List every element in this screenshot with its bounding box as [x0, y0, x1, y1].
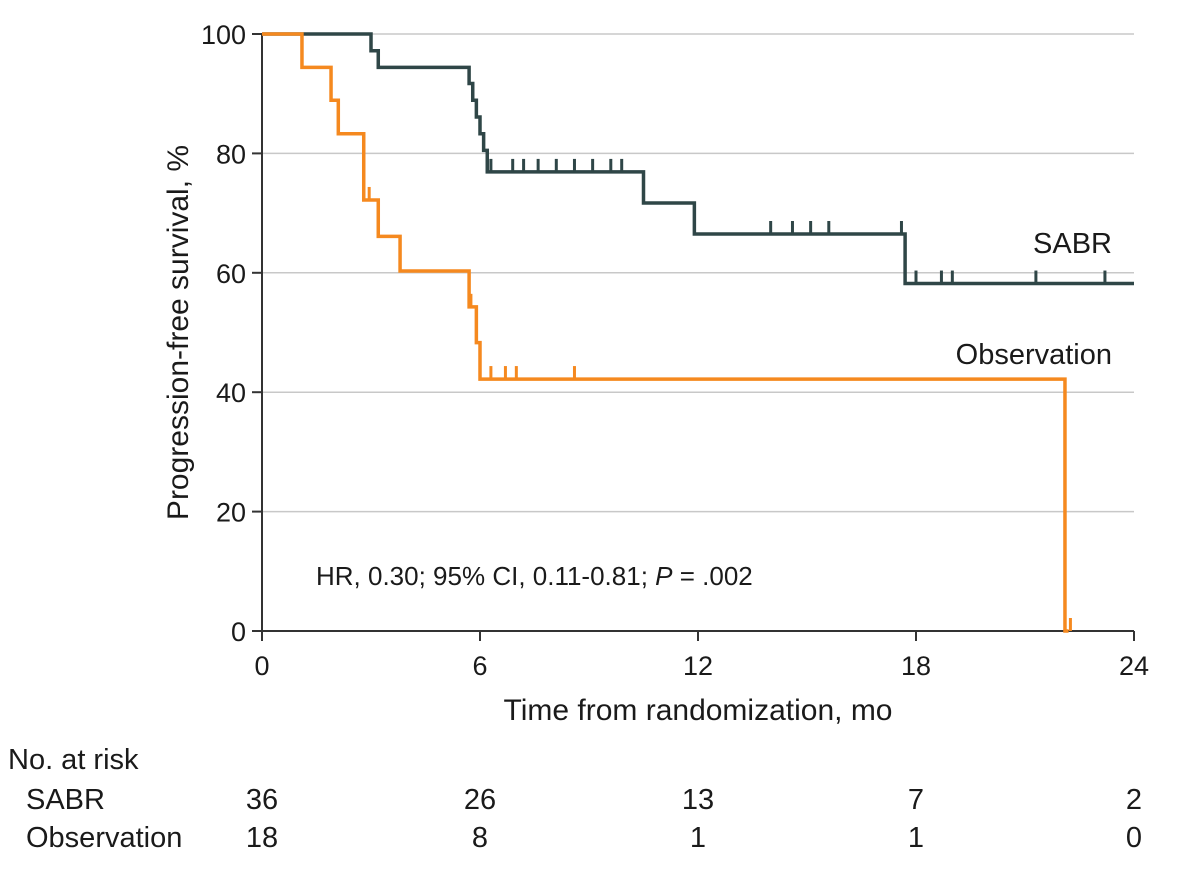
annotation-prefix: HR, 0.30; 95% CI, 0.11-0.81; [316, 561, 655, 591]
survival-curves [262, 32, 1134, 633]
x-tick-labels: 0 6 12 18 24 [254, 631, 1149, 681]
number-at-risk-table: No. at risk SABR Observation 36 26 13 7 2 18 8… [8, 744, 1142, 854]
sabr-series-label: SABR [1033, 228, 1112, 260]
risk-value-sabr-12: 13 [682, 784, 714, 816]
risk-value-sabr-6: 26 [464, 784, 496, 816]
x-tick-label-12: 12 [683, 651, 713, 681]
risk-value-observation-24: 0 [1126, 822, 1142, 854]
annotation-suffix: = .002 [673, 561, 753, 591]
x-tick-label-0: 0 [254, 651, 269, 681]
axes [261, 34, 1134, 632]
sabr-curve [262, 32, 1134, 286]
y-tick-label-60: 60 [216, 259, 246, 289]
y-tick-labels: 0 20 40 60 80 100 [201, 20, 262, 647]
risk-value-sabr-24: 2 [1126, 784, 1142, 816]
risk-row-label-observation: Observation [26, 822, 182, 854]
gridlines [262, 33, 1134, 513]
annotation-p-symbol: P [655, 561, 673, 591]
risk-value-observation-0: 18 [246, 822, 278, 854]
hazard-ratio-annotation: HR, 0.30; 95% CI, 0.11-0.81; P = .002 [316, 561, 753, 591]
risk-value-observation-12: 1 [690, 822, 706, 854]
risk-value-observation-18: 1 [908, 822, 924, 854]
x-axis-label: Time from randomization, mo [503, 694, 892, 727]
observation-series-label: Observation [956, 339, 1112, 371]
risk-value-sabr-18: 7 [908, 784, 924, 816]
y-tick-label-40: 40 [216, 378, 246, 408]
y-tick-label-80: 80 [216, 139, 246, 169]
y-tick-label-100: 100 [201, 20, 246, 50]
observation-curve [262, 32, 1069, 633]
x-tick-label-6: 6 [472, 651, 487, 681]
risk-value-sabr-0: 36 [246, 784, 278, 816]
x-tick-label-18: 18 [901, 651, 931, 681]
risk-value-observation-6: 8 [472, 822, 488, 854]
y-axis-label: Progression-free survival, % [162, 145, 195, 520]
risk-row-label-sabr: SABR [26, 784, 105, 816]
risk-table-title: No. at risk [8, 744, 139, 776]
x-tick-label-24: 24 [1119, 651, 1149, 681]
y-tick-label-20: 20 [216, 498, 246, 528]
y-tick-label-0: 0 [231, 617, 246, 647]
